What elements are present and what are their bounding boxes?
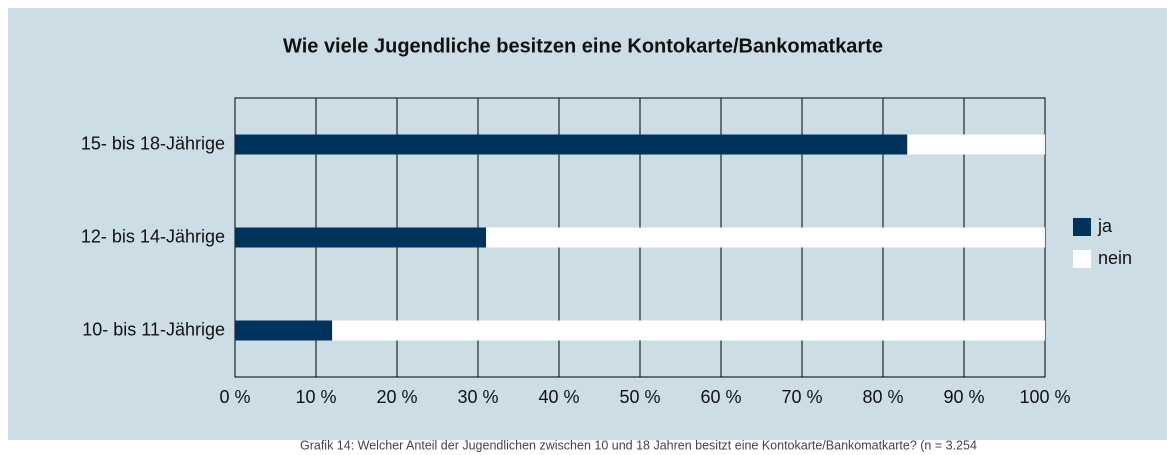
x-tick-label: 30 % <box>457 387 498 407</box>
x-tick-label: 70 % <box>781 387 822 407</box>
x-tick-label: 90 % <box>943 387 984 407</box>
x-tick-label: 80 % <box>862 387 903 407</box>
bar <box>235 134 908 155</box>
y-tick-label: 15- bis 18-Jährige <box>81 133 225 153</box>
y-tick-label: 12- bis 14-Jährige <box>81 226 225 246</box>
legend-swatch <box>1073 218 1091 236</box>
chart-title: Wie viele Jugendliche besitzen eine Kont… <box>283 35 883 57</box>
chart-background <box>8 8 1167 440</box>
y-tick-label: 10- bis 11-Jährige <box>82 319 225 339</box>
legend-swatch <box>1073 250 1091 268</box>
x-tick-label: 60 % <box>700 387 741 407</box>
legend-label: ja <box>1097 216 1113 236</box>
x-tick-label: 50 % <box>619 387 660 407</box>
caption: Grafik 14: Welcher Anteil der Jugendlich… <box>300 438 977 452</box>
x-tick-label: 0 % <box>219 387 250 407</box>
x-tick-label: 40 % <box>538 387 579 407</box>
x-tick-label: 100 % <box>1019 387 1070 407</box>
bar <box>486 227 1046 248</box>
legend-label: nein <box>1098 248 1132 268</box>
bar <box>235 227 487 248</box>
x-tick-label: 20 % <box>376 387 417 407</box>
bar <box>332 320 1045 341</box>
bar <box>907 134 1045 155</box>
bar <box>235 320 333 341</box>
x-tick-label: 10 % <box>295 387 336 407</box>
